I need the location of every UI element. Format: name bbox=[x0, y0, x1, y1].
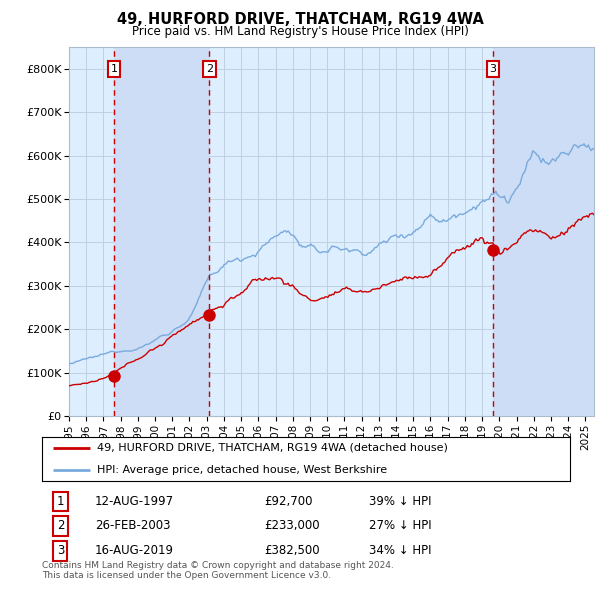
Bar bbox=[493, 47, 594, 416]
Text: 12-AUG-1997: 12-AUG-1997 bbox=[95, 495, 174, 508]
Text: 1: 1 bbox=[57, 495, 64, 508]
Text: This data is licensed under the Open Government Licence v3.0.: This data is licensed under the Open Gov… bbox=[42, 571, 331, 580]
Text: 34% ↓ HPI: 34% ↓ HPI bbox=[370, 545, 432, 558]
Text: 2: 2 bbox=[206, 64, 213, 74]
Text: 27% ↓ HPI: 27% ↓ HPI bbox=[370, 519, 432, 532]
Text: 49, HURFORD DRIVE, THATCHAM, RG19 4WA (detached house): 49, HURFORD DRIVE, THATCHAM, RG19 4WA (d… bbox=[97, 442, 448, 453]
Text: £233,000: £233,000 bbox=[264, 519, 319, 532]
Text: 2: 2 bbox=[57, 519, 64, 532]
Text: 3: 3 bbox=[57, 545, 64, 558]
Text: 39% ↓ HPI: 39% ↓ HPI bbox=[370, 495, 432, 508]
Text: £382,500: £382,500 bbox=[264, 545, 319, 558]
Text: 3: 3 bbox=[489, 64, 496, 74]
Text: 1: 1 bbox=[110, 64, 118, 74]
Text: Price paid vs. HM Land Registry's House Price Index (HPI): Price paid vs. HM Land Registry's House … bbox=[131, 25, 469, 38]
Text: £92,700: £92,700 bbox=[264, 495, 312, 508]
Text: 16-AUG-2019: 16-AUG-2019 bbox=[95, 545, 174, 558]
Bar bbox=[114, 47, 209, 416]
Text: HPI: Average price, detached house, West Berkshire: HPI: Average price, detached house, West… bbox=[97, 465, 388, 475]
Text: 49, HURFORD DRIVE, THATCHAM, RG19 4WA: 49, HURFORD DRIVE, THATCHAM, RG19 4WA bbox=[116, 12, 484, 27]
Text: Contains HM Land Registry data © Crown copyright and database right 2024.: Contains HM Land Registry data © Crown c… bbox=[42, 560, 394, 569]
Text: 26-FEB-2003: 26-FEB-2003 bbox=[95, 519, 170, 532]
